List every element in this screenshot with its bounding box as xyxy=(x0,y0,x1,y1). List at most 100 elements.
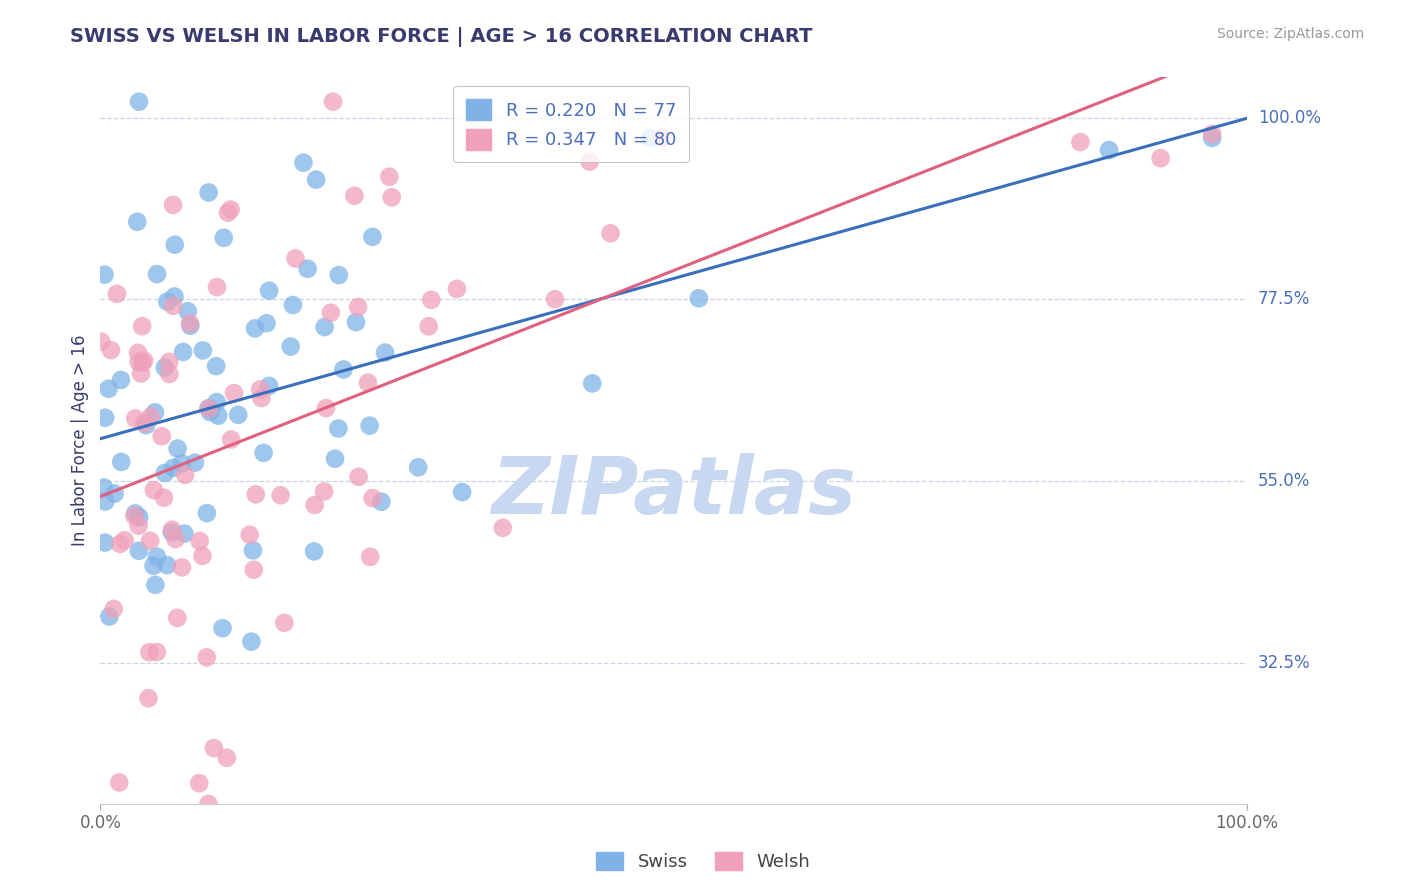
Point xyxy=(179,318,201,333)
Point xyxy=(159,367,181,381)
Point xyxy=(165,532,187,546)
Point xyxy=(249,382,271,396)
Text: 77.5%: 77.5% xyxy=(1258,291,1310,309)
Point xyxy=(127,215,149,229)
Point xyxy=(205,395,228,409)
Point xyxy=(195,506,218,520)
Point xyxy=(156,294,179,309)
Point xyxy=(110,373,132,387)
Point xyxy=(198,405,221,419)
Point xyxy=(162,198,184,212)
Point xyxy=(328,421,350,435)
Point xyxy=(211,621,233,635)
Point xyxy=(651,131,673,145)
Point xyxy=(127,346,149,360)
Point xyxy=(319,306,342,320)
Point xyxy=(163,237,186,252)
Point xyxy=(138,691,160,706)
Point xyxy=(166,611,188,625)
Point xyxy=(166,442,188,456)
Point xyxy=(205,280,228,294)
Point xyxy=(105,286,128,301)
Point xyxy=(256,316,278,330)
Point xyxy=(243,321,266,335)
Point xyxy=(217,205,239,219)
Point xyxy=(197,797,219,811)
Point xyxy=(359,549,381,564)
Legend: R = 0.220   N = 77, R = 0.347   N = 80: R = 0.220 N = 77, R = 0.347 N = 80 xyxy=(453,87,689,162)
Point xyxy=(1098,143,1121,157)
Point xyxy=(361,230,384,244)
Text: 100.0%: 100.0% xyxy=(1258,109,1320,127)
Point xyxy=(94,535,117,549)
Point xyxy=(242,563,264,577)
Point xyxy=(280,340,302,354)
Point xyxy=(257,284,280,298)
Point xyxy=(184,456,207,470)
Point xyxy=(332,362,354,376)
Point xyxy=(160,523,183,537)
Point xyxy=(94,494,117,508)
Point xyxy=(357,376,380,390)
Legend: Swiss, Welsh: Swiss, Welsh xyxy=(589,845,817,879)
Point xyxy=(179,317,201,331)
Point xyxy=(273,615,295,630)
Point xyxy=(188,776,211,790)
Point xyxy=(297,261,319,276)
Point xyxy=(257,379,280,393)
Point xyxy=(343,188,366,202)
Point xyxy=(420,293,443,307)
Point xyxy=(359,418,381,433)
Point xyxy=(134,353,156,368)
Point xyxy=(90,334,112,349)
Point xyxy=(108,775,131,789)
Point xyxy=(212,231,235,245)
Point xyxy=(370,494,392,508)
Point xyxy=(162,299,184,313)
Point xyxy=(222,386,245,401)
Point xyxy=(100,343,122,358)
Point xyxy=(170,560,193,574)
Point xyxy=(139,533,162,548)
Point xyxy=(544,292,567,306)
Point xyxy=(138,645,160,659)
Point xyxy=(104,486,127,500)
Point xyxy=(145,549,167,564)
Point xyxy=(640,131,662,145)
Point xyxy=(374,345,396,359)
Text: 32.5%: 32.5% xyxy=(1258,654,1310,672)
Point xyxy=(315,401,337,416)
Point xyxy=(128,355,150,369)
Point xyxy=(124,411,146,425)
Point xyxy=(226,408,249,422)
Point xyxy=(128,95,150,109)
Text: Source: ZipAtlas.com: Source: ZipAtlas.com xyxy=(1216,27,1364,41)
Point xyxy=(328,268,350,282)
Point xyxy=(172,345,194,359)
Point xyxy=(142,558,165,573)
Text: ZIPatlas: ZIPatlas xyxy=(491,452,856,531)
Point xyxy=(128,544,150,558)
Point xyxy=(142,483,165,497)
Point xyxy=(250,391,273,405)
Point xyxy=(198,401,221,416)
Point xyxy=(688,291,710,305)
Point xyxy=(219,202,242,217)
Point xyxy=(418,319,440,334)
Point xyxy=(174,467,197,482)
Point xyxy=(93,481,115,495)
Point xyxy=(128,518,150,533)
Point xyxy=(242,543,264,558)
Point xyxy=(129,367,152,381)
Point xyxy=(177,304,200,318)
Point xyxy=(197,401,219,416)
Point xyxy=(110,455,132,469)
Point xyxy=(599,227,621,241)
Point xyxy=(146,267,169,281)
Point xyxy=(191,549,214,563)
Point xyxy=(139,409,162,424)
Point xyxy=(323,451,346,466)
Point xyxy=(108,537,131,551)
Point xyxy=(322,95,344,109)
Point xyxy=(292,155,315,169)
